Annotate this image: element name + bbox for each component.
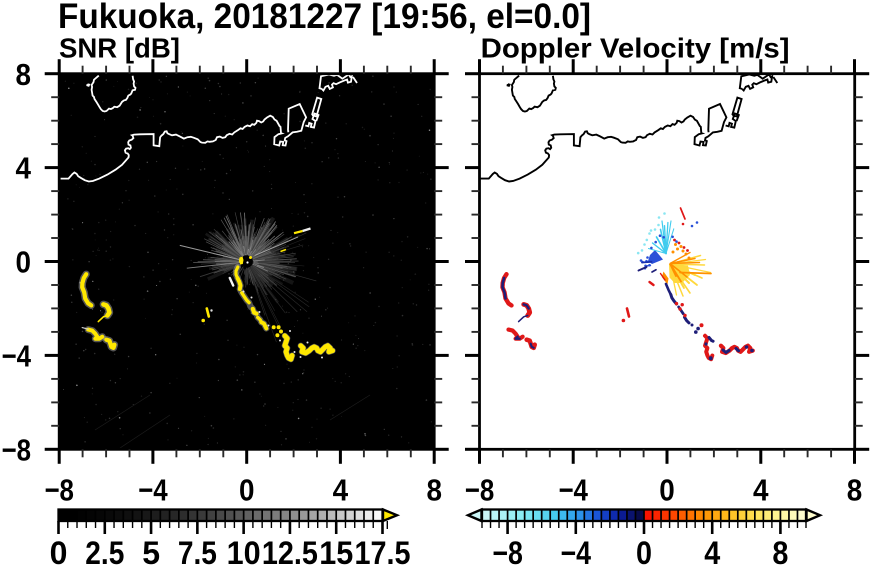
svg-text:SNR [dB]: SNR [dB] — [59, 33, 180, 64]
svg-text:15: 15 — [319, 535, 353, 570]
svg-text:−4: −4 — [138, 472, 168, 507]
svg-text:−4: −4 — [2, 339, 32, 374]
svg-text:2.5: 2.5 — [85, 535, 124, 570]
svg-text:7.5: 7.5 — [178, 535, 217, 570]
svg-text:8: 8 — [847, 472, 863, 507]
svg-text:−8: −8 — [465, 472, 495, 507]
svg-text:4: 4 — [16, 151, 32, 186]
svg-text:4: 4 — [333, 472, 349, 507]
svg-text:8: 8 — [426, 472, 442, 507]
svg-text:0: 0 — [50, 535, 68, 570]
svg-text:5: 5 — [142, 535, 160, 570]
svg-text:−8: −8 — [2, 432, 32, 467]
svg-text:4: 4 — [704, 535, 720, 570]
svg-text:−8: −8 — [44, 472, 74, 507]
svg-text:0: 0 — [659, 472, 675, 507]
svg-text:10: 10 — [227, 535, 261, 570]
svg-text:8: 8 — [16, 57, 32, 92]
svg-text:0: 0 — [16, 245, 32, 280]
svg-text:0: 0 — [239, 472, 255, 507]
svg-text:−4: −4 — [558, 472, 588, 507]
svg-text:4: 4 — [753, 472, 769, 507]
svg-text:−8: −8 — [492, 535, 523, 570]
svg-text:0: 0 — [636, 535, 652, 570]
svg-text:−4: −4 — [561, 535, 592, 570]
svg-text:8: 8 — [772, 535, 788, 570]
svg-text:17.5: 17.5 — [355, 535, 411, 570]
svg-text:12.5: 12.5 — [262, 535, 318, 570]
svg-text:Fukuoka, 20181227 [19:56, el=0: Fukuoka, 20181227 [19:56, el=0.0] — [58, 0, 591, 36]
svg-text:Doppler Velocity [m/s]: Doppler Velocity [m/s] — [481, 33, 790, 64]
